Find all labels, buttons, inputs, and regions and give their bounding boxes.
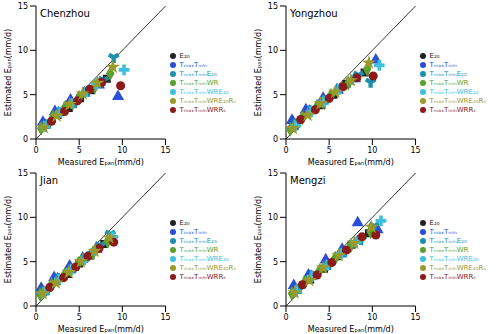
svg-text:0: 0 (283, 146, 288, 155)
svg-text:15: 15 (268, 2, 278, 11)
html-text:TₘₐₓTₘᵢₙE₂₀: TₘₐₓTₘᵢₙE₂₀ (429, 70, 467, 78)
html-text:TₘₐₓTₘᵢₙ: TₘₐₓTₘᵢₙ (429, 228, 457, 236)
svg-text:10: 10 (117, 146, 127, 155)
svg-text:Measured Eₚₐₙ(mm/d): Measured Eₚₐₙ(mm/d) (58, 325, 144, 334)
html-text:E₂₀: E₂₀ (429, 52, 440, 60)
html-text:Yongzhou: Yongzhou (290, 8, 338, 19)
svg-text:15: 15 (410, 146, 420, 155)
svg-text:0: 0 (273, 135, 278, 144)
svg-text:10: 10 (268, 213, 278, 222)
html-text:TₘₐₓTₘᵢₙWRE₂₀: TₘₐₓTₘᵢₙWRE₂₀ (429, 88, 479, 96)
svg-text:0: 0 (33, 313, 38, 322)
svg-text:0: 0 (273, 302, 278, 311)
svg-text:15: 15 (18, 169, 28, 178)
html-text:E₂₀: E₂₀ (429, 219, 440, 227)
svg-text:5: 5 (273, 91, 278, 100)
html-text:TₘₐₓTₘᵢₙWR: TₘₐₓTₘᵢₙWR (429, 79, 469, 87)
html-text:TₘₐₓTₘᵢₙE₂₀: TₘₐₓTₘᵢₙE₂₀ (429, 237, 467, 245)
html-text:TₘₐₓTₘᵢₙ: TₘₐₓTₘᵢₙ (179, 228, 207, 236)
html-text:TₘₐₓTₘᵢₙE₂₀: TₘₐₓTₘᵢₙE₂₀ (179, 70, 217, 78)
html-text:TₘₐₓTₘᵢₙWRRₛ: TₘₐₓTₘᵢₙWRRₛ (179, 106, 226, 114)
svg-text:Estimated Eₚₐₙ(mm/d): Estimated Eₚₐₙ(mm/d) (8, 29, 13, 116)
html-text:TₘₐₓTₘᵢₙWR: TₘₐₓTₘᵢₙWR (429, 246, 469, 254)
svg-text:10: 10 (18, 46, 28, 55)
svg-text:15: 15 (18, 2, 28, 11)
svg-text:15: 15 (410, 313, 420, 322)
svg-text:15: 15 (160, 146, 170, 155)
svg-text:Estimated Eₚₐₙ(mm/d): Estimated Eₚₐₙ(mm/d) (254, 29, 263, 116)
html-text:E₂₀: E₂₀ (179, 52, 190, 60)
html-text:TₘₐₓTₘᵢₙWRRₛ: TₘₐₓTₘᵢₙWRRₛ (429, 273, 476, 281)
svg-text:Estimated Eₚₐₙ(mm/d): Estimated Eₚₐₙ(mm/d) (254, 196, 263, 283)
html-text:Mengzi: Mengzi (290, 175, 326, 186)
svg-text:5: 5 (77, 313, 82, 322)
html-text:TₘₐₓTₘᵢₙWRE₂₀Rₛ: TₘₐₓTₘᵢₙWRE₂₀Rₛ (179, 97, 236, 105)
svg-text:10: 10 (117, 313, 127, 322)
html-text:TₘₐₓTₘᵢₙWRE₂₀Rₛ: TₘₐₓTₘᵢₙWRE₂₀Rₛ (179, 264, 236, 272)
svg-text:Measured Eₚₐₙ(mm/d): Measured Eₚₐₙ(mm/d) (308, 325, 394, 334)
svg-text:5: 5 (77, 146, 82, 155)
svg-text:0: 0 (23, 302, 28, 311)
html-text:TₘₐₓTₘᵢₙWR: TₘₐₓTₘᵢₙWR (179, 79, 219, 87)
svg-text:15: 15 (268, 169, 278, 178)
svg-text:5: 5 (23, 91, 28, 100)
html-text:TₘₐₓTₘᵢₙWRE₂₀: TₘₐₓTₘᵢₙWRE₂₀ (179, 88, 229, 96)
html-text:E₂₀: E₂₀ (179, 219, 190, 227)
svg-text:0: 0 (33, 146, 38, 155)
svg-text:5: 5 (23, 258, 28, 267)
html-text:TₘₐₓTₘᵢₙWRE₂₀Rₛ: TₘₐₓTₘᵢₙWRE₂₀Rₛ (429, 97, 486, 105)
svg-text:5: 5 (327, 313, 332, 322)
html-text:TₘₐₓTₘᵢₙWR: TₘₐₓTₘᵢₙWR (179, 246, 219, 254)
html-text:Chenzhou: Chenzhou (40, 8, 90, 19)
svg-text:Measured Eₚₐₙ(mm/d): Measured Eₚₐₙ(mm/d) (58, 158, 144, 167)
html-text:TₘₐₓTₘᵢₙWRRₛ: TₘₐₓTₘᵢₙWRRₛ (179, 273, 226, 281)
html-text:TₘₐₓTₘᵢₙWRRₛ: TₘₐₓTₘᵢₙWRRₛ (429, 106, 476, 114)
html-text:TₘₐₓTₘᵢₙ: TₘₐₓTₘᵢₙ (429, 61, 457, 69)
html-text:TₘₐₓTₘᵢₙWRE₂₀Rₛ: TₘₐₓTₘᵢₙWRE₂₀Rₛ (429, 264, 486, 272)
html-text:TₘₐₓTₘᵢₙE₂₀: TₘₐₓTₘᵢₙE₂₀ (179, 237, 217, 245)
svg-text:0: 0 (283, 313, 288, 322)
svg-text:10: 10 (367, 146, 377, 155)
svg-text:Measured Eₚₐₙ(mm/d): Measured Eₚₐₙ(mm/d) (308, 158, 394, 167)
html-text:TₘₐₓTₘᵢₙWRE₂₀: TₘₐₓTₘᵢₙWRE₂₀ (179, 255, 229, 263)
html-text:TₘₐₓTₘᵢₙ: TₘₐₓTₘᵢₙ (179, 61, 207, 69)
svg-text:10: 10 (18, 213, 28, 222)
svg-text:15: 15 (160, 313, 170, 322)
svg-text:10: 10 (268, 46, 278, 55)
svg-text:5: 5 (273, 258, 278, 267)
svg-text:5: 5 (327, 146, 332, 155)
html-text:Jian: Jian (40, 175, 59, 186)
svg-text:0: 0 (23, 135, 28, 144)
svg-text:Estimated Eₚₐₙ(mm/d): Estimated Eₚₐₙ(mm/d) (8, 196, 13, 283)
html-text:TₘₐₓTₘᵢₙWRE₂₀: TₘₐₓTₘᵢₙWRE₂₀ (429, 255, 479, 263)
svg-text:10: 10 (367, 313, 377, 322)
